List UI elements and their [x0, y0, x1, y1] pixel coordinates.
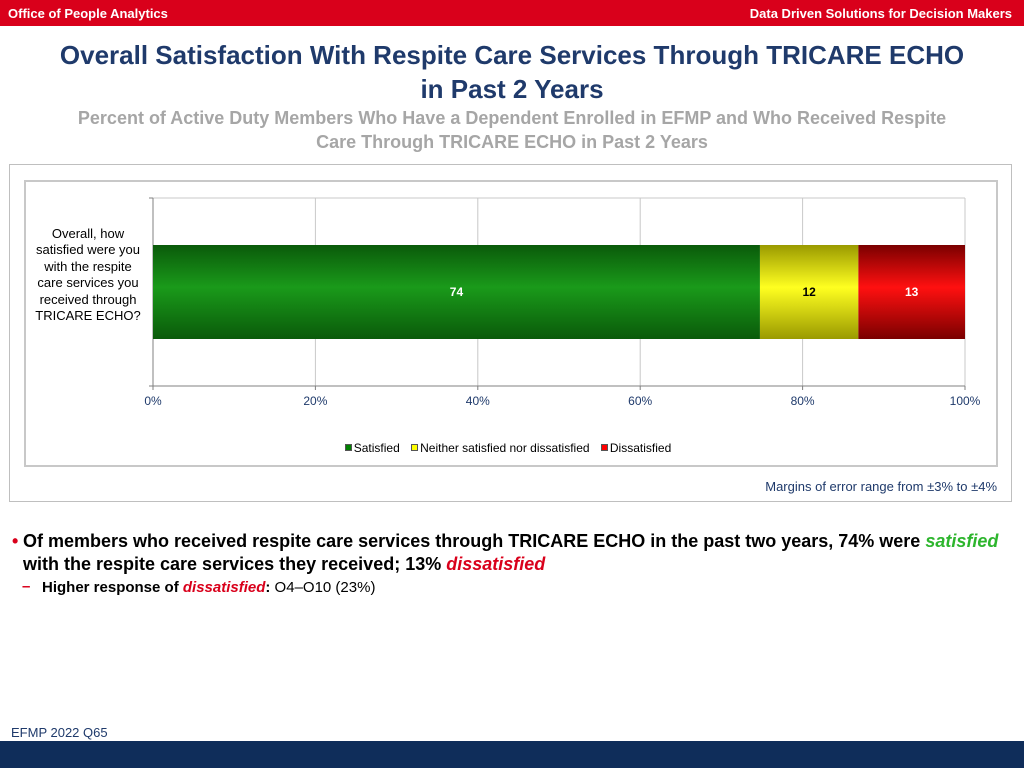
- bullet-icon: •: [12, 531, 19, 551]
- title-line-1: Overall Satisfaction With Respite Care S…: [59, 40, 965, 70]
- bar-dissatisfied-label: 13: [905, 285, 919, 299]
- legend-swatch-dissatisfied: [600, 444, 608, 451]
- legend-item-dissatisfied: Dissatisfied: [600, 440, 672, 455]
- finding-text-2: with the respite care services they rece…: [23, 554, 447, 574]
- sub-finding: – Higher response of dissatisfied: O4–O1…: [12, 578, 1012, 598]
- x-tick-label-80: 80%: [791, 394, 815, 408]
- title-line-2: in Past 2 Years: [420, 74, 604, 104]
- x-tick-label-0: 0%: [144, 394, 162, 408]
- legend-swatch-satisfied: [344, 444, 352, 451]
- x-tick-label-100: 100%: [950, 394, 981, 408]
- subtitle-line-1: Percent of Active Duty Members Who Have …: [77, 108, 947, 128]
- question-label: Overall, how satisfied were you with the…: [35, 226, 141, 324]
- margin-of-error-note: Margins of error range from ±3% to ±4%: [765, 479, 997, 494]
- finding-text-1: Of members who received respite care ser…: [23, 531, 926, 551]
- footer-bar: [0, 741, 1024, 768]
- sub-finding-dissatisfied-word: dissatisfied: [182, 579, 266, 596]
- chart-legend: Satisfied Neither satisfied nor dissatis…: [0, 440, 1024, 455]
- legend-swatch-neither: [411, 444, 419, 451]
- legend-label-dissatisfied: Dissatisfied: [609, 440, 672, 455]
- x-tick-label-60: 60%: [628, 394, 652, 408]
- bar-satisfied: [153, 245, 760, 339]
- finding-bullet: • Of members who received respite care s…: [12, 530, 1012, 576]
- source-footnote: EFMP 2022 Q65: [11, 725, 108, 740]
- header-org: Office of People Analytics: [8, 6, 168, 21]
- header-tagline: Data Driven Solutions for Decision Maker…: [749, 6, 1012, 21]
- bar-satisfied-label: 74: [450, 285, 464, 299]
- bar-dissatisfied: [858, 245, 965, 339]
- x-tick-label-20: 20%: [303, 394, 327, 408]
- bar-neither: [759, 245, 859, 339]
- legend-item-satisfied: Satisfied: [344, 440, 400, 455]
- header-bar: Office of People Analytics Data Driven S…: [0, 0, 1024, 26]
- legend-item-neither: Neither satisfied nor dissatisfied: [411, 440, 590, 455]
- x-tick-label-40: 40%: [466, 394, 490, 408]
- subtitle-line-2: Care Through TRICARE ECHO in Past 2 Year…: [316, 132, 708, 152]
- sub-finding-colon: :: [265, 579, 271, 596]
- dash-icon: –: [22, 578, 31, 595]
- finding-satisfied-word: satisfied: [925, 531, 999, 551]
- bar-neither-label: 12: [802, 285, 816, 299]
- page-subtitle: Percent of Active Duty Members Who Have …: [20, 106, 1004, 154]
- legend-label-satisfied: Satisfied: [353, 440, 400, 455]
- sub-finding-rest: O4–O10 (23%): [270, 579, 376, 596]
- findings: • Of members who received respite care s…: [12, 530, 1012, 598]
- legend-label-neither: Neither satisfied nor dissatisfied: [420, 440, 590, 455]
- page-title: Overall Satisfaction With Respite Care S…: [0, 38, 1024, 106]
- sub-finding-lead: Higher response of: [42, 579, 183, 596]
- finding-dissatisfied-word: dissatisfied: [446, 554, 546, 574]
